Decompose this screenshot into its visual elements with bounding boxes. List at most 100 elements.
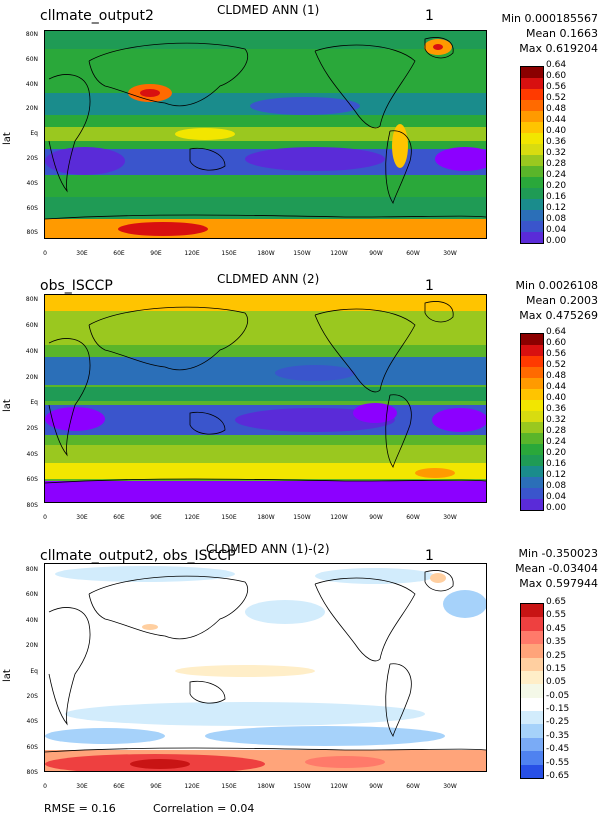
- colorbar-swatch: [521, 155, 543, 166]
- blob-southern: [205, 726, 445, 746]
- colorbar-tick-label: 0.12: [546, 203, 567, 213]
- panel-observation: obs_ISCCP CLDMED ANN (2) 1 Min 0.0026108…: [0, 270, 606, 540]
- lon-tick: 90W: [369, 783, 383, 790]
- colorbar-tick-label: 0.60: [546, 338, 567, 348]
- colorbar: [520, 333, 544, 511]
- lat-tick: 40N: [25, 348, 38, 355]
- blob-pacific-s: [245, 147, 385, 171]
- lon-tick: 150E: [221, 783, 237, 790]
- lat-tick: 80S: [26, 502, 38, 509]
- colorbar-tick-label: 0.36: [546, 137, 567, 147]
- colorbar-tick-label: 0.65: [546, 597, 567, 607]
- blob-atl-s: [435, 147, 486, 171]
- band-tropics: [45, 127, 486, 141]
- panel-title: CLDMED ANN (1)-(2): [206, 542, 330, 556]
- lon-tick: 120E: [184, 250, 200, 257]
- colorbar-swatch: [521, 444, 543, 455]
- colorbar-tick-label: -0.05: [546, 690, 570, 701]
- lat-tick: 80N: [25, 31, 38, 38]
- lon-tick: 150E: [221, 250, 237, 257]
- lat-tick: 60S: [26, 744, 38, 751]
- lon-tick: 60E: [113, 514, 125, 521]
- lon-tick: 180W: [257, 250, 275, 257]
- lon-tick: 30W: [443, 783, 457, 790]
- lat-tick: 40N: [25, 617, 38, 624]
- colorbar-swatch: [521, 78, 543, 89]
- lon-tick: 0: [43, 250, 47, 257]
- lon-tick: 90W: [369, 250, 383, 257]
- lat-tick: Eq: [30, 399, 38, 406]
- band-midlat-n: [45, 311, 486, 345]
- lon-tick: 150E: [221, 514, 237, 521]
- blob-atl-n: [443, 590, 486, 618]
- colorbar-swatch: [521, 100, 543, 111]
- colorbar-tick-label: 0.24: [546, 170, 567, 180]
- lon-tick: 180W: [257, 783, 275, 790]
- blob-asia: [142, 624, 158, 630]
- lat-tick: 20N: [25, 374, 38, 381]
- colorbar-swatch: [521, 144, 543, 155]
- colorbar-tick-label: 0.20: [546, 181, 567, 191]
- colorbar-swatch: [521, 133, 543, 144]
- colorbar-swatch: [521, 684, 543, 698]
- lat-tick: Eq: [30, 130, 38, 137]
- lon-tick: 30E: [76, 783, 88, 790]
- lon-tick: 60W: [406, 514, 420, 521]
- lat-tick: 80S: [26, 769, 38, 776]
- colorbar-swatch: [521, 210, 543, 221]
- panel-label: cllmate_output2: [40, 8, 154, 24]
- colorbar-tick-label: 0.28: [546, 159, 567, 169]
- lon-tick: 120E: [184, 514, 200, 521]
- lon-tick: 60W: [406, 783, 420, 790]
- colorbar-swatch: [521, 177, 543, 188]
- panel-number: 1: [425, 8, 434, 24]
- lon-tick: 60E: [113, 250, 125, 257]
- band-southern: [45, 445, 486, 463]
- colorbar-swatch: [521, 345, 543, 356]
- lat-tick: 60N: [25, 322, 38, 329]
- colorbar-swatch: [521, 630, 543, 645]
- colorbar-swatch: [521, 466, 543, 477]
- colorbar-swatch: [521, 433, 543, 444]
- colorbar-swatch: [521, 166, 543, 177]
- colorbar-swatch: [521, 724, 543, 738]
- colorbar-tick-label: 0.20: [546, 448, 567, 458]
- panel-label: obs_ISCCP: [40, 278, 113, 294]
- colorbar-swatch: [521, 188, 543, 199]
- colorbar-tick-label: 0.32: [546, 415, 567, 425]
- lat-tick: 20S: [26, 693, 38, 700]
- blob-warmpool: [175, 128, 235, 140]
- colorbar-tick-label: 0.45: [546, 623, 567, 634]
- stat-max: Max 0.619204: [519, 42, 598, 55]
- correlation-label: Correlation = 0.04: [153, 802, 255, 815]
- band-arctic: [45, 31, 486, 49]
- colorbar-swatch: [521, 400, 543, 411]
- lat-tick: 40S: [26, 180, 38, 187]
- colorbar-tick-label: 0.16: [546, 192, 567, 202]
- colorbar-tick-label: 0.28: [546, 426, 567, 436]
- blob-arctic-e: [315, 568, 435, 584]
- blob-andes: [392, 124, 408, 168]
- colorbar-tick-label: -0.35: [546, 730, 570, 741]
- lon-tick: 0: [43, 514, 47, 521]
- band-antarctic: [45, 219, 486, 238]
- colorbar-tick-label: 0.64: [546, 327, 567, 337]
- colorbar-tick-label: 0.24: [546, 437, 567, 447]
- blob-asia-core: [140, 89, 160, 97]
- stat-min: Min -0.350023: [518, 547, 598, 560]
- lon-tick: 30W: [443, 250, 457, 257]
- lat-tick: 40S: [26, 451, 38, 458]
- stat-mean: Mean 0.1663: [526, 27, 598, 40]
- colorbar-tick-label: -0.65: [546, 771, 570, 781]
- colorbar-tick-label: 0.08: [546, 481, 567, 491]
- colorbar-tick-label: -0.55: [546, 757, 570, 768]
- colorbar-tick-label: 0.40: [546, 126, 567, 136]
- stat-max: Max 0.475269: [519, 309, 598, 322]
- lat-tick: 40S: [26, 718, 38, 725]
- colorbar-swatch: [521, 378, 543, 389]
- blob-pacific-n: [250, 97, 360, 115]
- colorbar-swatch: [521, 111, 543, 122]
- panel-number: 1: [425, 548, 434, 564]
- colorbar-tick-label: 0.32: [546, 148, 567, 158]
- colorbar-swatch: [521, 657, 543, 671]
